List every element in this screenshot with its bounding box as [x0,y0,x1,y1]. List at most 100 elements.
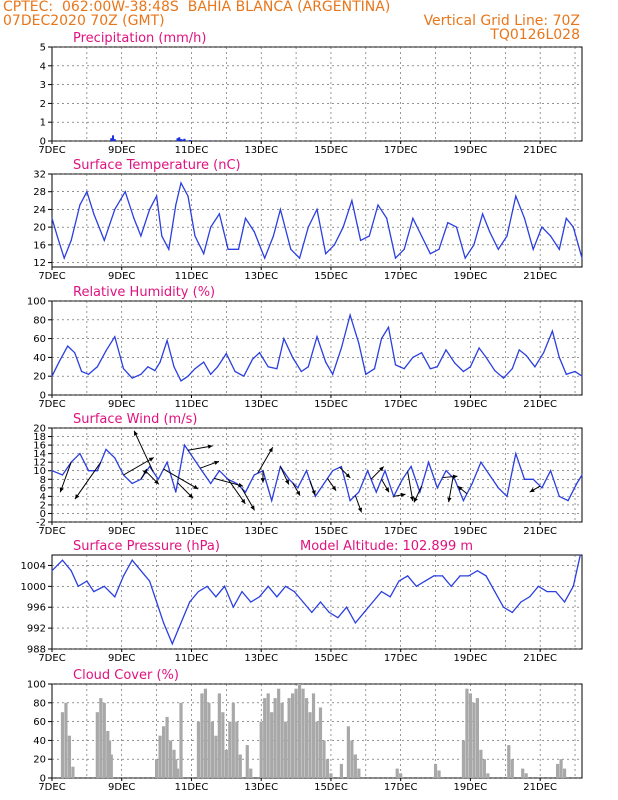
cloud-bar [245,745,249,778]
data-point [131,559,133,561]
x-tick-label: 7DEC [38,399,65,410]
cloud-bar [562,768,567,778]
series-line [51,312,583,382]
data-point [180,182,182,184]
cloud-bar [161,726,166,778]
data-point [183,444,186,446]
data-point [86,580,88,582]
x-tick-label: 11DEC [175,271,209,282]
data-point [525,354,527,357]
data-point [187,195,189,197]
x-tick-label: 11DEC [175,653,209,664]
wind-arrow-head [75,494,80,500]
x-tick-label: 15DEC [314,145,348,156]
data-point [114,457,116,459]
data-point [70,570,72,572]
cloud-bar [399,773,403,778]
data-point [340,465,343,468]
wind-arrow-head [148,457,154,462]
data-point [454,478,456,480]
cloud-bar [290,693,295,778]
data-point [394,257,397,259]
data-point [485,575,487,577]
data-point [482,213,484,215]
x-tick-label: 13DEC [244,526,278,537]
data-point [403,248,405,250]
data-point [363,611,365,614]
data-point [189,601,191,603]
precip-bar [178,137,181,141]
cloud-bar [221,712,225,778]
data-point [51,470,53,472]
data-point [180,380,182,382]
data-point [218,470,220,472]
data-point [359,239,362,242]
x-tick-label: 13DEC [244,782,278,793]
data-point [243,375,245,377]
data-point [171,643,173,645]
data-point [478,347,480,349]
wind-arrow-shaft [74,461,102,500]
cloud-bar [472,702,476,778]
data-point [51,375,53,377]
series-line [51,181,583,261]
y-tick-label: 2 [40,500,46,511]
data-point [515,195,517,197]
data-point [271,500,273,502]
data-point [550,470,552,472]
data-point [267,366,269,368]
data-point [581,257,583,259]
cloud-bar [207,702,211,778]
data-point [114,336,116,338]
header-grid-note: Vertical Grid Line: 70Z [423,13,580,29]
cloud-bar [353,754,357,778]
data-point [447,222,449,224]
data-point [105,448,107,450]
data-point [387,326,390,328]
cloud-bar [203,688,208,778]
x-tick-label: 11DEC [175,399,209,410]
x-tick-label: 13DEC [244,271,278,282]
x-tick-label: 19DEC [454,653,488,664]
data-point [567,500,569,502]
cloud-bar [95,712,99,778]
data-point [156,601,158,603]
y-tick-label: 40 [33,736,46,747]
y-tick-label: 996 [27,603,46,614]
data-point [51,570,53,572]
data-point [166,339,168,342]
data-point [518,349,520,351]
cloud-bar [468,693,473,778]
wind-arrow-head [345,473,351,478]
data-point [162,622,165,624]
data-point [323,482,325,485]
y-tick-label: 16 [33,441,46,452]
data-point [140,373,142,375]
x-tick-label: 13DEC [244,653,278,664]
data-point [394,364,397,366]
data-point [421,235,423,237]
x-tick-label: 11DEC [175,145,209,156]
x-tick-label: 7DEC [38,145,65,156]
cloud-bar [102,702,106,778]
data-point [79,453,81,455]
x-tick-label: 15DEC [314,782,348,793]
data-point [194,368,196,370]
panel-frame [51,300,583,396]
data-point [307,366,309,368]
y-tick-label: 992 [27,624,46,635]
data-point [131,482,133,485]
data-point [332,470,334,472]
x-tick-label: 9DEC [108,526,135,537]
data-point [311,611,313,614]
y-tick-label: 0 [40,391,46,402]
x-tick-label: 19DEC [454,526,488,537]
wind-arrow-head [207,444,213,449]
data-point [157,478,159,480]
data-point [520,601,522,603]
data-point [86,191,88,193]
x-tick-label: 17DEC [384,653,418,664]
cloud-bar [266,693,270,778]
precip-bar [181,139,184,141]
